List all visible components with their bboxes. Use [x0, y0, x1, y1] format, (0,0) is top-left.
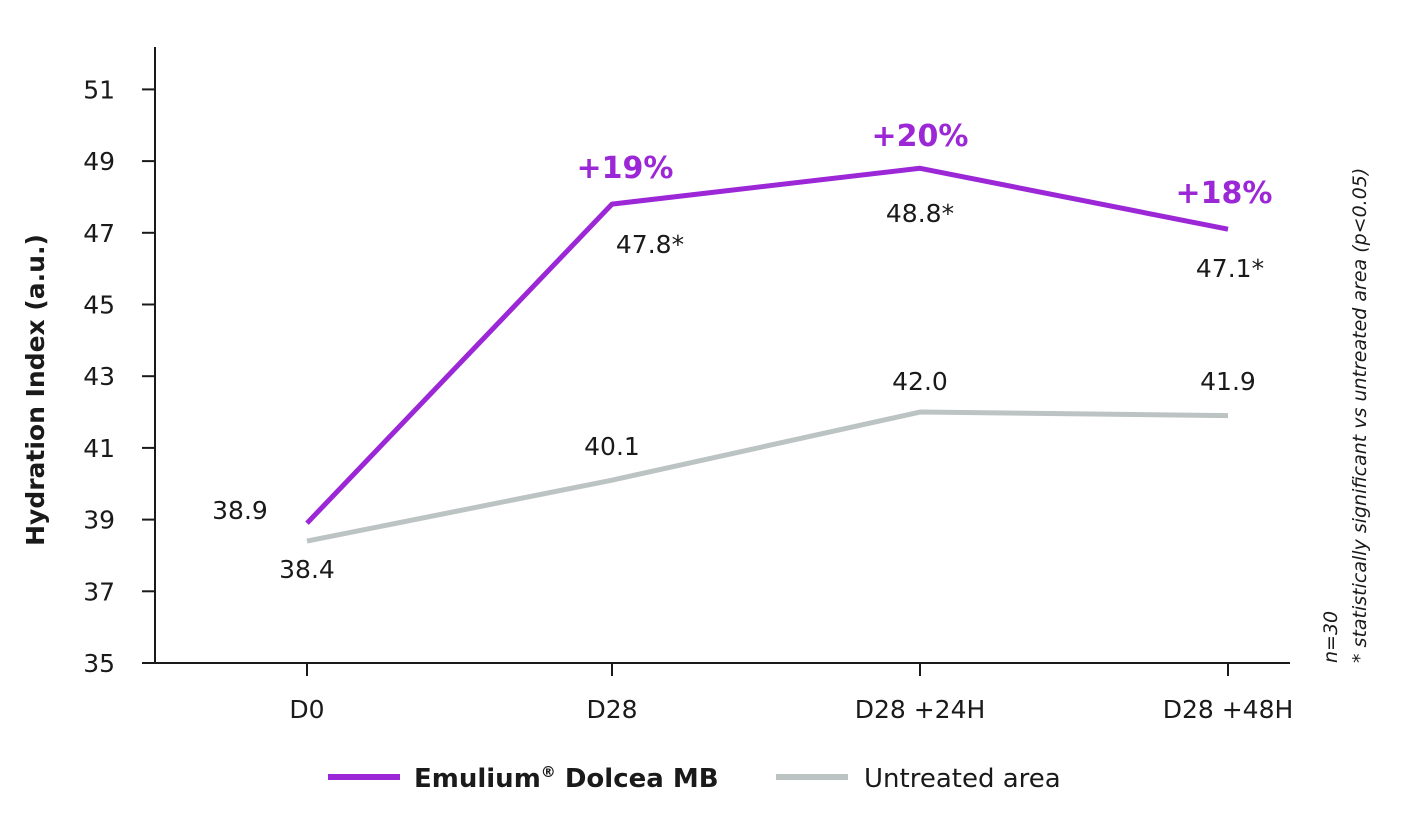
data-label-emulium: 47.8*	[616, 230, 684, 259]
legend-label-main: Emulium	[414, 764, 541, 794]
data-label-emulium: 48.8*	[886, 199, 954, 228]
legend-label-emulium: Emulium® Dolcea MB	[414, 763, 719, 794]
percent-change-label: +18%	[1176, 176, 1273, 211]
x-tick-label: D28 +24H	[855, 695, 986, 724]
sample-size-note: n=30	[1320, 611, 1342, 663]
legend-label-untreated: Untreated area	[864, 764, 1061, 794]
data-labels: 38.9 47.8* 48.8* 47.1* +19% +20% +18% 38.4 40.1 4…	[212, 119, 1272, 584]
y-tick-label: 35	[83, 649, 115, 678]
x-tick-label: D0	[289, 695, 324, 724]
data-label-untreated: 38.4	[279, 555, 335, 584]
y-tick-label: 41	[83, 434, 115, 463]
y-axis-label: Hydration Index (a.u.)	[21, 234, 50, 546]
legend: Emulium® Dolcea MB Untreated area	[328, 763, 1061, 794]
series-lines	[305, 165, 1229, 544]
data-label-untreated: 40.1	[584, 432, 640, 461]
x-tick-label: D28	[586, 695, 637, 724]
x-tick-label: D28 +48H	[1163, 695, 1294, 724]
y-ticks: 35 37 39 41 43 45 47 49 51	[83, 75, 155, 678]
y-tick-label: 43	[83, 362, 115, 391]
percent-change-label: +20%	[872, 119, 969, 154]
significance-note: * statistically significant vs untreated…	[1349, 168, 1371, 663]
legend-label-rest: Dolcea MB	[556, 764, 719, 794]
y-tick-label: 45	[83, 291, 115, 320]
data-label-untreated: 42.0	[892, 367, 948, 396]
side-notes: n=30 * statistically significant vs untre…	[1320, 168, 1371, 663]
y-tick-label: 37	[83, 577, 115, 606]
data-label-untreated: 41.9	[1200, 367, 1256, 396]
data-label-emulium: 47.1*	[1196, 254, 1264, 283]
y-tick-label: 51	[83, 75, 115, 104]
legend-label-sup: ®	[541, 763, 556, 781]
x-ticks: D0 D28 D28 +24H D28 +48H	[289, 663, 1293, 724]
series-line-emulium	[305, 165, 1229, 525]
axes	[154, 47, 1290, 664]
data-label-emulium: 38.9	[212, 496, 268, 525]
series-line-untreated	[306, 409, 1229, 544]
percent-change-label: +19%	[577, 151, 674, 186]
y-tick-label: 49	[83, 147, 115, 176]
y-tick-label: 39	[83, 506, 115, 535]
y-tick-label: 47	[83, 219, 115, 248]
